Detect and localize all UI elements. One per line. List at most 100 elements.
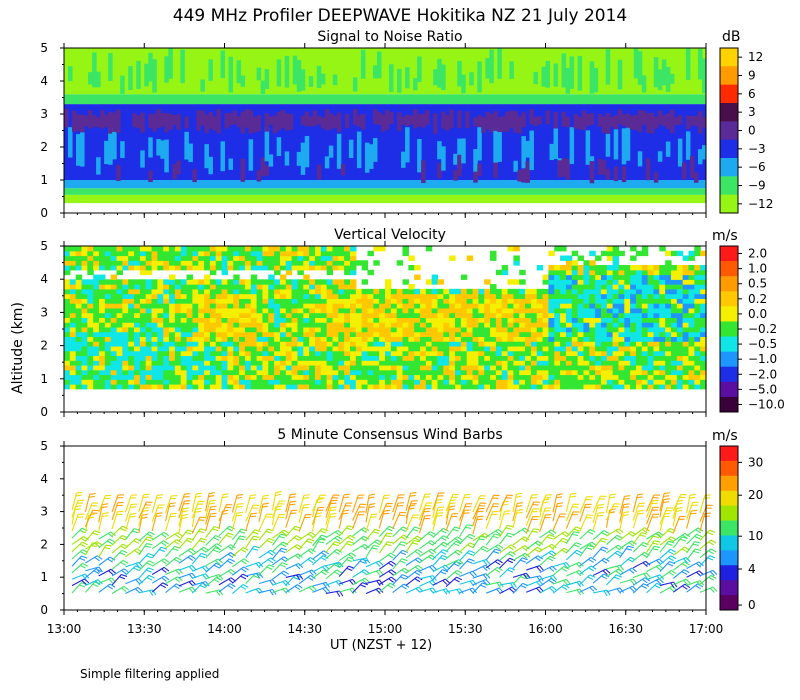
velocity-cell	[420, 298, 427, 304]
wind-barb-flag	[213, 564, 220, 569]
velocity-cell	[215, 250, 223, 257]
velocity-cell	[256, 265, 264, 271]
velocity-cell	[64, 336, 71, 342]
wind-barb-flag	[712, 586, 718, 592]
wind-barb-flag	[255, 562, 261, 569]
velocity-cell	[449, 379, 456, 385]
velocity-cell	[408, 288, 415, 295]
velocity-unit-label: m/s	[712, 228, 738, 244]
velocity-cell	[495, 379, 503, 385]
velocity-cell	[99, 326, 106, 333]
velocity-cell	[349, 326, 357, 333]
snr-cell	[641, 110, 647, 125]
velocity-cell	[145, 345, 153, 352]
velocity-cell	[519, 350, 526, 357]
velocity-cell	[525, 341, 532, 347]
velocity-cell	[431, 307, 439, 314]
wind-barb	[525, 555, 539, 565]
wind-barb-flag	[375, 588, 381, 595]
velocity-cell	[215, 364, 223, 371]
velocity-cell	[647, 341, 655, 347]
velocity-cell	[560, 265, 567, 271]
velocity-cell	[694, 279, 701, 285]
snr-cell	[276, 59, 282, 87]
wind-barb-flag	[436, 498, 443, 501]
wind-barb-flag	[681, 563, 688, 568]
velocity-cell	[81, 379, 88, 385]
wind-barb-flag	[709, 571, 715, 577]
wind-barb	[525, 540, 538, 550]
velocity-cell	[466, 345, 474, 352]
velocity-cell	[612, 336, 620, 342]
velocity-cell	[554, 284, 561, 290]
velocity-cell	[630, 303, 637, 309]
velocity-cell	[600, 336, 608, 342]
velocity-cell	[186, 369, 193, 376]
velocity-cell	[256, 326, 264, 333]
wind-barb-flag	[656, 559, 662, 565]
wind-barb-flag	[561, 586, 568, 591]
wind-barb-flag	[148, 531, 155, 536]
velocity-cell	[606, 360, 614, 366]
velocity-cell	[81, 355, 88, 361]
velocity-cell	[513, 307, 520, 314]
velocity-cell	[192, 293, 199, 299]
velocity-cell	[116, 360, 123, 366]
wind-barb-flag	[464, 509, 471, 511]
velocity-cell	[460, 303, 468, 309]
velocity-cell	[128, 246, 135, 252]
velocity-cell	[460, 364, 468, 371]
wind-barb-flag	[510, 544, 517, 549]
velocity-cell	[665, 364, 672, 371]
snr-cell	[120, 141, 125, 159]
snr-cell	[477, 61, 482, 93]
velocity-cell	[455, 364, 462, 371]
snr-cell	[473, 171, 478, 183]
velocity-cell	[589, 312, 596, 318]
velocity-cell	[279, 265, 287, 271]
velocity-cell	[361, 298, 369, 304]
wind-barb	[71, 541, 83, 553]
velocity-cell	[501, 345, 509, 352]
wind-barb	[499, 551, 511, 561]
velocity-cell	[676, 374, 684, 380]
velocity-cell	[478, 374, 485, 380]
velocity-cell	[495, 341, 503, 347]
snr-cell	[661, 59, 667, 86]
velocity-cell	[215, 360, 223, 366]
wind-barb	[138, 575, 150, 586]
velocity-cell	[700, 350, 707, 357]
velocity-cell	[455, 317, 462, 323]
velocity-cell	[116, 350, 123, 357]
velocity-cell	[81, 364, 88, 371]
velocity-cell	[303, 317, 310, 323]
wind-barb-flag	[469, 571, 475, 578]
velocity-cell	[530, 312, 538, 318]
wind-barb-flag	[390, 576, 397, 582]
velocity-cell	[93, 255, 100, 261]
velocity-cell	[478, 317, 485, 323]
velocity-cell	[279, 350, 287, 357]
snr-cell	[593, 68, 599, 93]
velocity-cell	[548, 341, 555, 347]
velocity-cell	[320, 374, 328, 380]
velocity-cell	[303, 355, 310, 361]
velocity-cell	[110, 345, 118, 352]
velocity-cell	[262, 360, 269, 366]
velocity-cell	[99, 317, 106, 323]
velocity-cell	[192, 317, 199, 323]
velocity-cell	[174, 369, 182, 376]
wind-barb	[379, 560, 392, 570]
wind-barb	[98, 544, 107, 558]
snr-cell	[677, 138, 683, 167]
snr-cell	[509, 110, 514, 128]
velocity-cell	[128, 288, 135, 295]
velocity-cell	[536, 350, 544, 357]
velocity-cell	[530, 303, 538, 309]
velocity-cell	[600, 360, 608, 366]
velocity-cell	[344, 284, 351, 290]
wind-barb-flag	[147, 536, 154, 540]
velocity-cell	[180, 246, 188, 252]
velocity-cell	[431, 369, 439, 376]
wind-barb-flag	[388, 570, 394, 576]
